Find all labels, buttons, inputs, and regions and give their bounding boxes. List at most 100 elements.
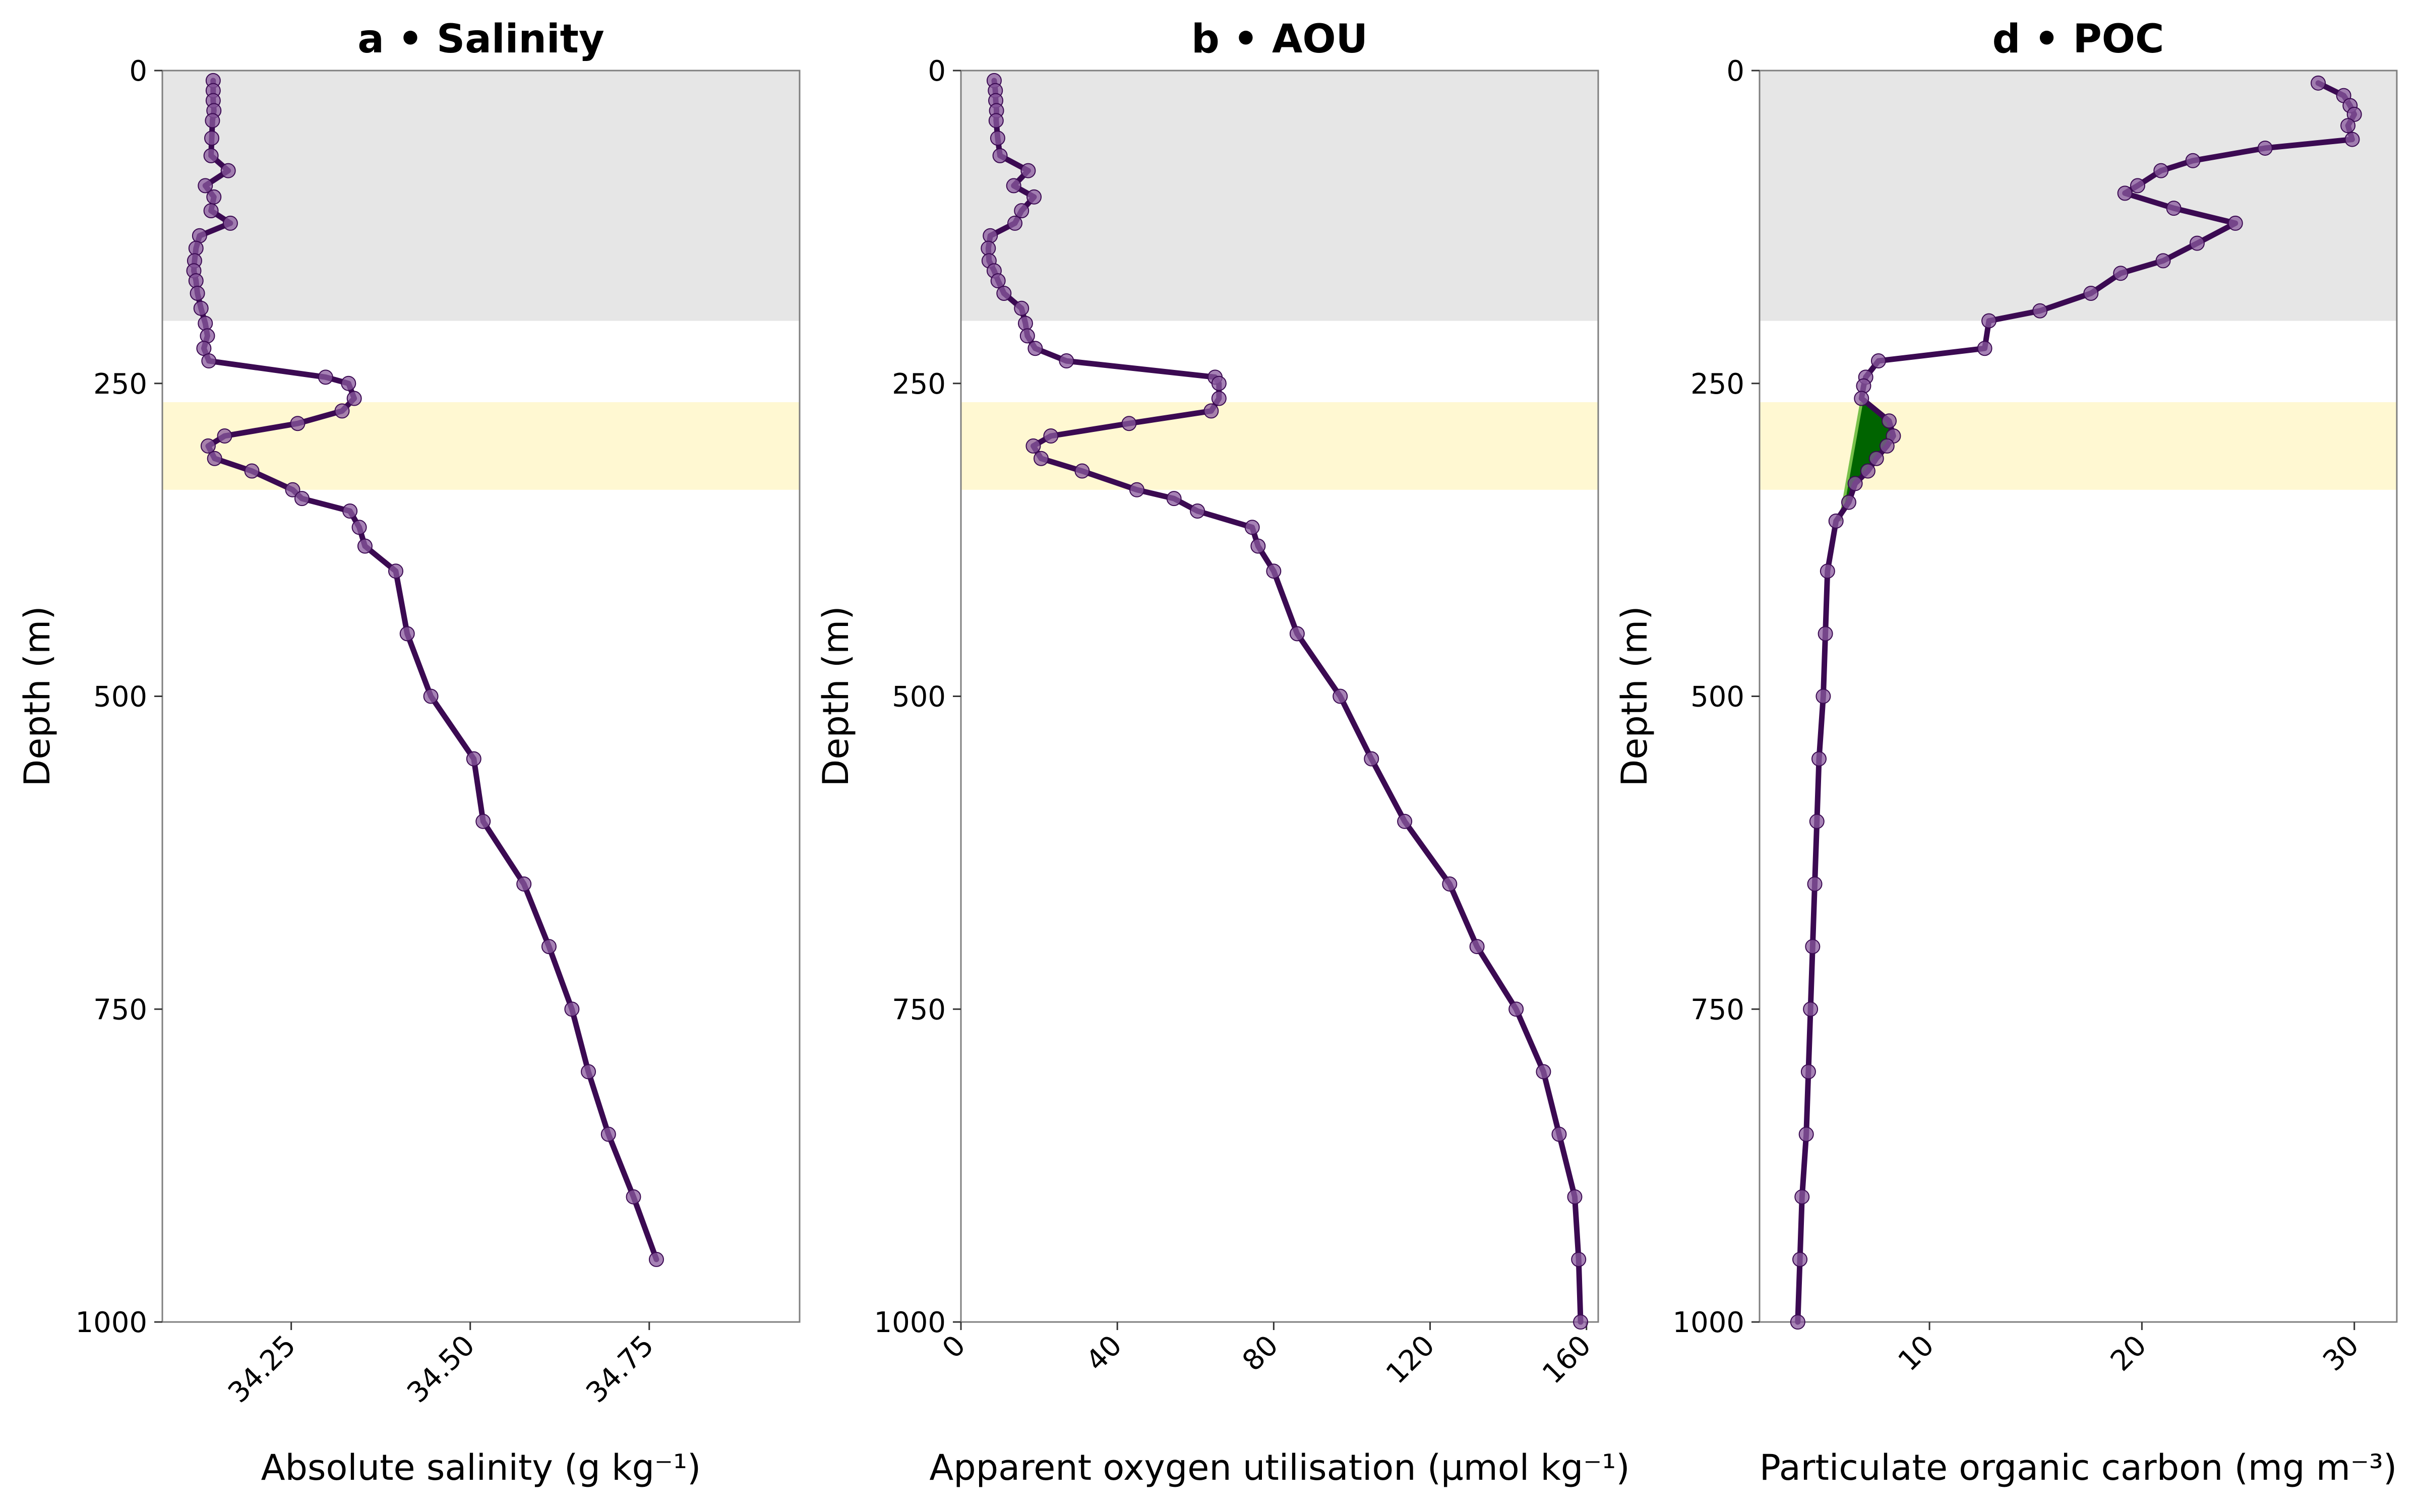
- y-axis-label: Depth (m): [1614, 606, 1655, 786]
- x-tick-label: 20: [2104, 1329, 2153, 1377]
- panel-title: a • Salinity: [357, 17, 604, 62]
- data-point: [2117, 185, 2133, 201]
- data-point: [1854, 391, 1869, 406]
- y-axis-label: Depth (m): [815, 606, 857, 786]
- data-point: [334, 403, 350, 419]
- data-point: [205, 113, 220, 129]
- data-point: [1870, 353, 1886, 369]
- data-point: [1333, 688, 1348, 704]
- data-point: [1129, 482, 1144, 497]
- panel-title: b • AOU: [1191, 17, 1368, 62]
- data-point: [342, 503, 358, 519]
- x-tick-label: 34.25: [222, 1329, 302, 1409]
- data-point: [1879, 438, 1895, 454]
- data-point: [285, 482, 300, 497]
- data-point: [1211, 375, 1227, 391]
- data-point: [1794, 1189, 1810, 1205]
- y-tick-label: 250: [1690, 368, 1744, 401]
- data-point: [1019, 328, 1035, 344]
- data-point: [1469, 939, 1485, 955]
- data-point: [220, 163, 236, 178]
- data-point: [399, 626, 415, 642]
- data-point: [1790, 1314, 1805, 1330]
- data-point: [1508, 1001, 1524, 1017]
- data-point: [294, 491, 310, 507]
- data-point: [2340, 118, 2356, 134]
- data-point: [990, 273, 1006, 289]
- data-point: [1571, 1251, 1587, 1267]
- data-point: [1800, 1064, 1816, 1080]
- data-point: [1551, 1126, 1567, 1142]
- data-point: [2130, 178, 2145, 194]
- data-point: [206, 189, 222, 205]
- data-point: [648, 1251, 664, 1267]
- highlight-band: [961, 402, 1598, 490]
- data-point: [200, 438, 216, 454]
- data-point: [201, 353, 217, 369]
- data-point: [1536, 1064, 1551, 1080]
- data-point: [1166, 491, 1182, 507]
- data-point: [1007, 215, 1023, 231]
- data-point: [318, 369, 333, 385]
- y-tick-label: 0: [129, 55, 147, 88]
- data-point: [541, 939, 557, 955]
- data-point: [466, 751, 481, 767]
- data-point: [1981, 313, 1997, 329]
- data-point: [1807, 876, 1823, 892]
- data-point: [988, 113, 1004, 129]
- data-point: [1882, 413, 1897, 429]
- data-point: [2257, 140, 2273, 156]
- x-tick-label: 34.75: [580, 1329, 660, 1409]
- data-point: [1020, 163, 1036, 178]
- y-tick-label: 500: [93, 681, 147, 714]
- data-point: [475, 813, 491, 829]
- data-point: [1816, 688, 1831, 704]
- data-point: [1017, 316, 1033, 331]
- data-point: [193, 300, 209, 316]
- data-point: [351, 520, 367, 535]
- x-axis-label: Absolute salinity (g kg⁻¹): [261, 1447, 701, 1488]
- data-point: [1798, 1126, 1814, 1142]
- x-tick-label: 34.50: [401, 1329, 481, 1409]
- data-point: [1121, 416, 1137, 431]
- data-point: [388, 563, 403, 579]
- data-point: [1025, 438, 1041, 454]
- data-point: [1868, 451, 1884, 466]
- chart-panel-1: 0 250 500 750 1000 34.25 34.50 34.75 a • Salinit…: [17, 17, 801, 1488]
- data-point: [1033, 451, 1049, 466]
- data-point: [1573, 1314, 1589, 1330]
- x-tick-label: 160: [1536, 1329, 1598, 1391]
- data-point: [200, 328, 215, 344]
- data-point: [198, 316, 213, 331]
- y-tick-label: 0: [928, 55, 946, 88]
- x-tick-label: 10: [1892, 1329, 1941, 1377]
- data-point: [981, 240, 996, 256]
- data-point: [564, 1001, 580, 1017]
- data-point: [1841, 494, 1856, 510]
- mixed-layer-band: [162, 71, 800, 321]
- data-point: [992, 148, 1008, 163]
- data-point: [1074, 463, 1090, 479]
- data-point: [190, 285, 205, 301]
- x-tick-label: 30: [2317, 1329, 2365, 1377]
- x-axis-label: Particulate organic carbon (mg m⁻³): [1760, 1447, 2397, 1488]
- data-point: [188, 273, 204, 289]
- data-point: [222, 215, 238, 231]
- data-point: [2166, 201, 2182, 216]
- data-point: [1809, 813, 1825, 829]
- data-point: [2113, 266, 2129, 281]
- data-point: [217, 428, 232, 444]
- data-point: [1027, 341, 1043, 356]
- data-point: [1026, 189, 1042, 205]
- y-tick-label: 750: [892, 993, 946, 1026]
- data-point: [1792, 1251, 1808, 1267]
- data-point: [1442, 876, 1458, 892]
- data-point: [2189, 235, 2205, 251]
- data-point: [196, 341, 212, 356]
- data-point: [1805, 939, 1821, 955]
- data-point: [1811, 751, 1827, 767]
- data-point: [346, 391, 362, 406]
- x-tick-label: 120: [1380, 1329, 1441, 1391]
- data-point: [1203, 403, 1219, 419]
